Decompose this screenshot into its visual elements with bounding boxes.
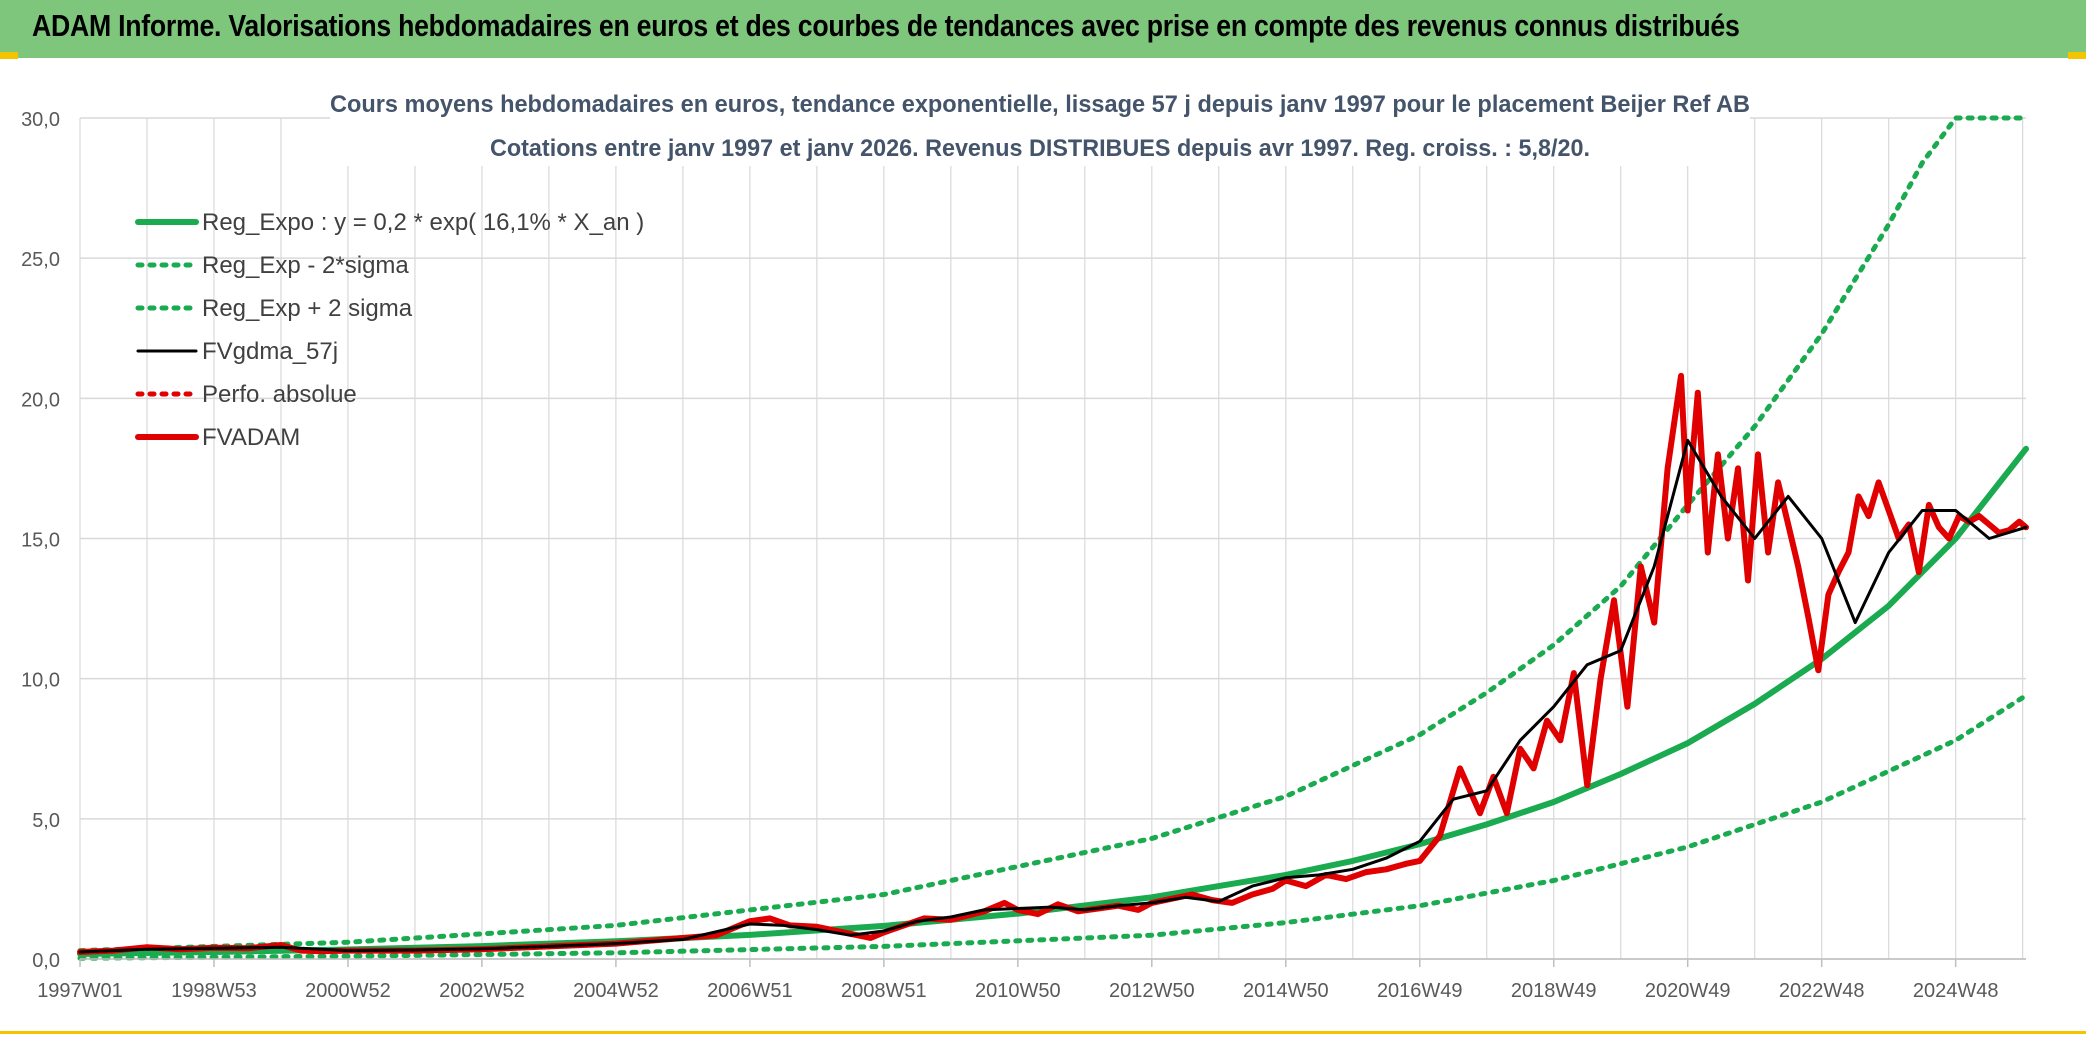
frame-corner-right [2068,52,2086,59]
y-tick-label: 5,0 [32,810,60,832]
frame-bottom-line [0,1031,2086,1034]
y-tick-label: 20,0 [21,389,60,411]
y-axis: 0,0 5,0 10,0 15,0 20,0 25,0 30,0 [21,109,60,972]
x-tick-label: 2006W51 [707,980,793,1002]
x-tick-label: 2012W50 [1109,980,1195,1002]
series-line-5 [77,372,2029,955]
y-tick-label: 10,0 [21,670,60,692]
y-tick-label: 15,0 [21,530,60,552]
series-line-0 [77,445,2029,957]
x-tick-label: 2008W51 [841,980,927,1002]
y-tick-label: 0,0 [32,950,60,972]
chart-title: Cours moyens hebdomadaires en euros, ten… [330,91,1750,118]
chart-grid [79,117,2026,960]
x-tick-label: 2020W49 [1645,980,1731,1002]
page-title: ADAM Informe. Valorisations hebdomadaire… [32,8,1740,43]
chart-legend: Reg_Expo : y = 0,2 * exp( 16,1% * X_an )… [135,209,644,451]
chart-titles: Cours moyens hebdomadaires en euros, ten… [330,86,1750,166]
legend-label: FVgdma_57j [202,338,338,365]
series-line-3 [78,438,2028,954]
x-tick-label: 1997W01 [37,980,123,1002]
frame-corner-left [0,52,18,59]
title-background [330,86,1750,166]
x-tick-label: 2010W50 [975,980,1061,1002]
series-line-2 [77,115,2029,954]
x-tick-label: 2024W48 [1913,980,1999,1002]
legend-label: Perfo. absolue [202,381,357,408]
x-tick-label: 1998W53 [171,980,257,1002]
x-tick-label: 2022W48 [1779,980,1865,1002]
x-tick-label: 2000W52 [305,980,391,1002]
y-tick-label: 25,0 [21,249,60,271]
chart-series [77,115,2029,961]
chart-subtitle: Cotations entre janv 1997 et janv 2026. … [490,135,1590,162]
x-tick-label: 2018W49 [1511,980,1597,1002]
x-tick-label: 2002W52 [439,980,525,1002]
x-tick-label: 2004W52 [573,980,659,1002]
x-tick-label: 2014W50 [1243,980,1329,1002]
legend-label: Reg_Expo : y = 0,2 * exp( 16,1% * X_an ) [202,209,644,236]
legend-label: Reg_Exp - 2*sigma [202,252,409,279]
series-line-1 [77,693,2029,961]
y-tick-label: 30,0 [21,109,60,131]
legend-label: FVADAM [202,424,300,451]
x-tick-label: 2016W49 [1377,980,1463,1002]
header-band [0,0,2086,58]
x-axis: 1997W01 1998W53 2000W52 2002W52 2004W52 2006W… [37,958,2026,1002]
legend-label: Reg_Exp + 2 sigma [202,295,413,322]
